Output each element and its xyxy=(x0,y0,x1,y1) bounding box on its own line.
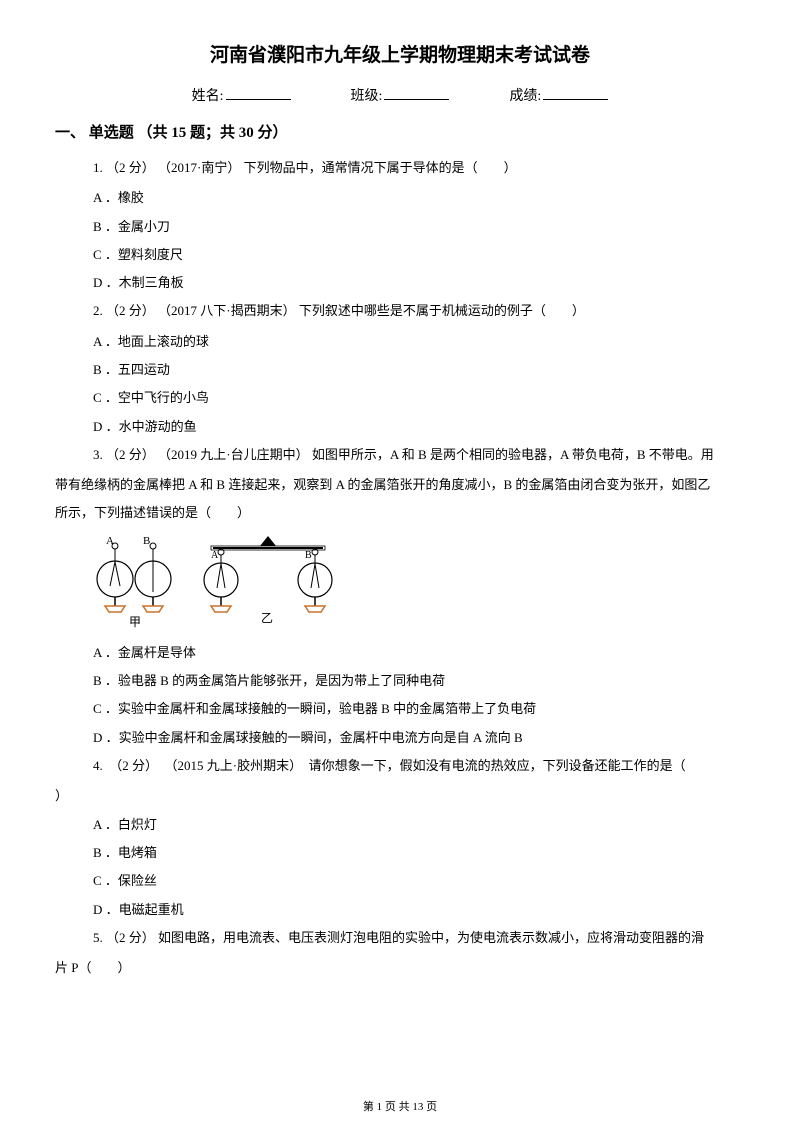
page-footer: 第 1 页 共 13 页 xyxy=(0,1098,800,1114)
class-field: 班级: xyxy=(351,85,450,105)
question-4: 4. （2 分） （2015 九上·胶州期末） 请你想象一下，假如没有电流的热效… xyxy=(55,752,745,779)
name-blank xyxy=(226,99,291,100)
label-a: A xyxy=(106,535,114,547)
q5-text: 如图电路，用电流表、电压表测灯泡电阻的实验中，为使电流表示数减小，应将滑动变阻器… xyxy=(158,930,704,945)
section-detail: （共 15 题；共 30 分） xyxy=(138,125,288,141)
section-header: 一、 单选题 （共 15 题；共 30 分） xyxy=(55,121,745,142)
q1-option-d: D ．木制三角板 xyxy=(55,269,745,296)
q2-option-c: C ．空中飞行的小鸟 xyxy=(55,384,745,411)
q4-close: ） xyxy=(55,782,745,809)
class-blank xyxy=(384,99,449,100)
score-label: 成绩: xyxy=(509,85,541,105)
q5-points: （2 分） xyxy=(106,930,155,945)
page-title: 河南省濮阳市九年级上学期物理期末考试试卷 xyxy=(55,40,745,67)
q3-option-d: D ．实验中金属杆和金属球接触的一瞬间，金属杆中电流方向是自 A 流向 B xyxy=(55,724,745,751)
q4-option-a: A ．白炽灯 xyxy=(55,811,745,838)
label-jia: 甲 xyxy=(129,615,141,629)
label-yi: 乙 xyxy=(261,611,273,625)
q3-points: （2 分） xyxy=(106,447,155,462)
label-b: B xyxy=(143,535,150,547)
q1-source: （2017·南宁） xyxy=(158,160,240,175)
q2-points: （2 分） xyxy=(106,303,155,318)
q2-source: （2017 八下·揭西期末） xyxy=(158,303,296,318)
q4-text: 请你想象一下，假如没有电流的热效应，下列设备还能工作的是（ xyxy=(309,758,686,773)
question-5: 5. （2 分） 如图电路，用电流表、电压表测灯泡电阻的实验中，为使电流表示数减… xyxy=(55,924,745,951)
q2-text: 下列叙述中哪些是不属于机械运动的例子（ ） xyxy=(299,303,585,318)
student-info-row: 姓名: 班级: 成绩: xyxy=(55,85,745,105)
q3-text: 如图甲所示，A 和 B 是两个相同的验电器，A 带负电荷，B 不带电。用 xyxy=(312,447,714,462)
q2-option-a: A ．地面上滚动的球 xyxy=(55,328,745,355)
section-number: 一、 xyxy=(55,125,85,141)
question-2: 2. （2 分） （2017 八下·揭西期末） 下列叙述中哪些是不属于机械运动的… xyxy=(55,297,745,324)
q3-source: （2019 九上·台儿庄期中） xyxy=(158,447,309,462)
q4-option-b: B ．电烤箱 xyxy=(55,839,745,866)
q2-option-d: D ．水中游动的鱼 xyxy=(55,413,745,440)
q1-option-b: B ．金属小刀 xyxy=(55,213,745,240)
q4-points: （2 分） xyxy=(109,758,158,773)
section-title: 单选题 xyxy=(89,125,134,141)
q3-option-b: B ．验电器 B 的两金属箔片能够张开，是因为带上了同种电荷 xyxy=(55,667,745,694)
q1-option-a: A ．橡胶 xyxy=(55,184,745,211)
q4-source: （2015 九上·胶州期末） xyxy=(165,758,303,773)
q3-figure: A B 甲 A xyxy=(55,534,745,629)
class-label: 班级: xyxy=(351,85,383,105)
q3-line2: 带有绝缘柄的金属棒把 A 和 B 连接起来，观察到 A 的金属箔张开的角度减小，… xyxy=(55,471,745,498)
q1-points: （2 分） xyxy=(106,160,155,175)
question-1: 1. （2 分） （2017·南宁） 下列物品中，通常情况下属于导体的是（ ） xyxy=(55,154,745,181)
score-blank xyxy=(543,99,608,100)
q2-option-b: B ．五四运动 xyxy=(55,356,745,383)
label-b2: B xyxy=(305,550,312,561)
q3-num: 3. xyxy=(93,447,103,462)
q1-text: 下列物品中，通常情况下属于导体的是（ ） xyxy=(244,160,517,175)
score-field: 成绩: xyxy=(509,85,608,105)
q2-num: 2. xyxy=(93,303,103,318)
q3-option-a: A ．金属杆是导体 xyxy=(55,639,745,666)
q4-option-d: D ．电磁起重机 xyxy=(55,896,745,923)
q5-num: 5. xyxy=(93,930,103,945)
electroscope-diagram: A B 甲 A xyxy=(93,534,373,629)
question-3: 3. （2 分） （2019 九上·台儿庄期中） 如图甲所示，A 和 B 是两个… xyxy=(55,441,745,468)
q3-line3: 所示，下列描述错误的是（ ） xyxy=(55,499,745,526)
q5-line2: 片 P（ ） xyxy=(55,954,745,981)
q4-option-c: C ．保险丝 xyxy=(55,867,745,894)
q1-option-c: C ．塑料刻度尺 xyxy=(55,241,745,268)
name-field: 姓名: xyxy=(192,85,291,105)
q3-option-c: C ．实验中金属杆和金属球接触的一瞬间，验电器 B 中的金属箔带上了负电荷 xyxy=(55,695,745,722)
q1-num: 1. xyxy=(93,160,103,175)
name-label: 姓名: xyxy=(192,85,224,105)
q4-num: 4. xyxy=(93,758,103,773)
